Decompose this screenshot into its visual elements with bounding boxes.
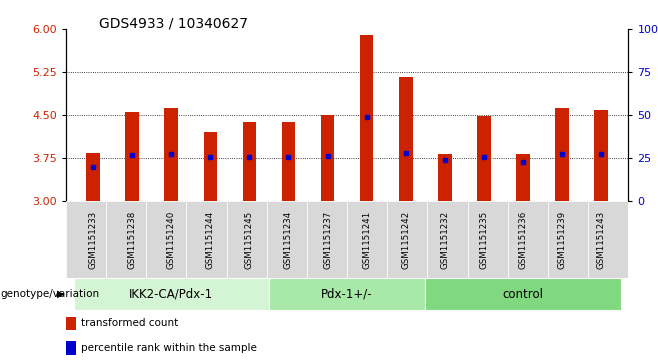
Text: GSM1151241: GSM1151241 [362,211,371,269]
Bar [74,278,269,310]
Bar [146,201,186,278]
Bar [66,341,76,355]
Bar [468,201,508,278]
Bar [594,110,608,201]
Bar [282,122,295,201]
Bar [347,201,388,278]
Text: GSM1151245: GSM1151245 [245,211,254,269]
Text: control: control [503,287,544,301]
Bar [477,117,491,201]
Text: GSM1151242: GSM1151242 [401,211,410,269]
Bar [66,201,106,278]
Text: GSM1151237: GSM1151237 [323,211,332,269]
Text: GSM1151236: GSM1151236 [519,211,528,269]
Bar [66,317,76,330]
Text: GSM1151243: GSM1151243 [597,211,605,269]
Bar [203,132,217,201]
Bar [106,201,146,278]
Bar [428,201,468,278]
Bar [388,201,428,278]
Text: GSM1151240: GSM1151240 [166,211,176,269]
Text: GSM1151235: GSM1151235 [479,211,488,269]
Bar [126,113,139,201]
Text: GSM1151233: GSM1151233 [89,211,97,269]
Text: ▶: ▶ [57,289,64,299]
Text: GSM1151234: GSM1151234 [284,211,293,269]
Bar [307,201,347,278]
Bar [548,201,588,278]
Text: IKK2-CA/Pdx-1: IKK2-CA/Pdx-1 [129,287,213,301]
Text: GSM1151239: GSM1151239 [557,211,567,269]
Bar [516,154,530,201]
Bar [555,108,569,201]
Bar [425,278,620,310]
Bar [226,201,266,278]
Text: genotype/variation: genotype/variation [1,289,100,299]
Text: GSM1151244: GSM1151244 [206,211,215,269]
Text: GSM1151232: GSM1151232 [440,211,449,269]
Bar [269,278,425,310]
Text: GDS4933 / 10340627: GDS4933 / 10340627 [99,16,247,30]
Text: percentile rank within the sample: percentile rank within the sample [81,343,257,353]
Bar [438,154,451,201]
Bar [86,152,100,201]
Text: GSM1151238: GSM1151238 [128,211,137,269]
Bar [588,201,628,278]
Bar [164,108,178,201]
Text: transformed count: transformed count [81,318,178,329]
Text: Pdx-1+/-: Pdx-1+/- [321,287,373,301]
Bar [508,201,548,278]
Bar [186,201,226,278]
Bar [360,35,374,201]
Bar [243,122,256,201]
Bar [399,77,413,201]
Bar [266,201,307,278]
Bar [320,115,334,201]
